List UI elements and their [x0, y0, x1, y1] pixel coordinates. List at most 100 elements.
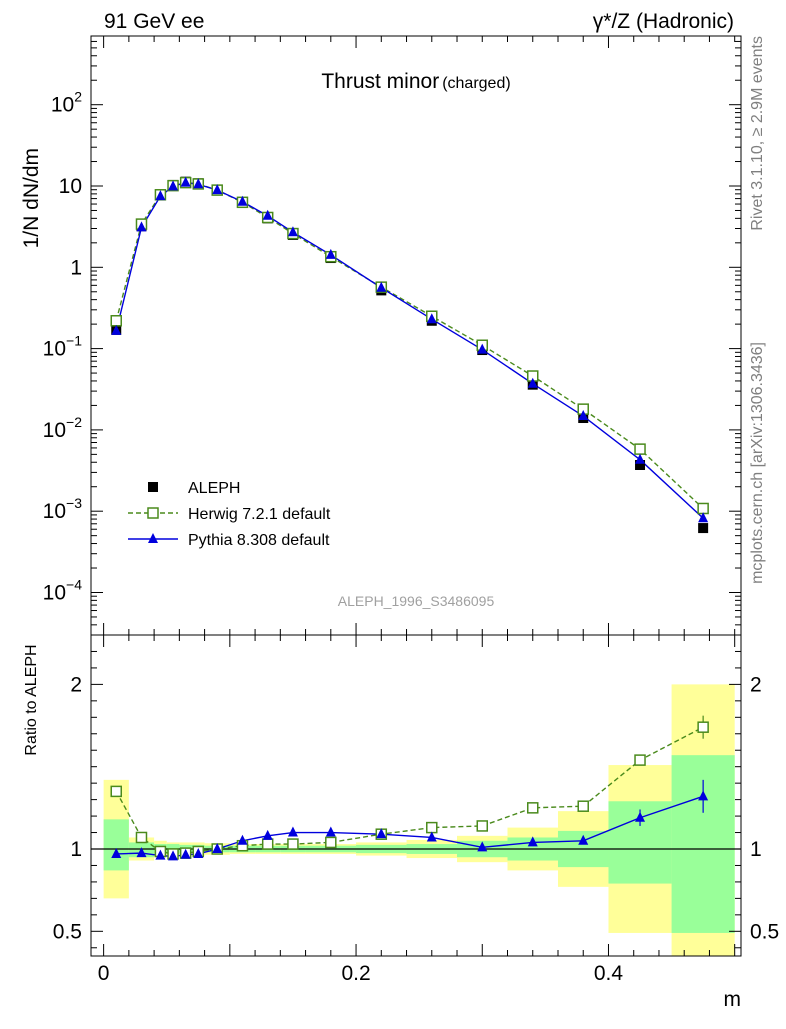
- legend-label: Pythia 8.308 default: [188, 532, 330, 549]
- marker-Herwig 7.2.1 default: [325, 836, 337, 849]
- ratio-y-tick-label-right: 2: [750, 673, 762, 696]
- marker-Pythia 8.308 default: [325, 826, 336, 837]
- x-tick-label: 0.2: [341, 962, 370, 985]
- marker-Pythia 8.308 default: [168, 850, 179, 861]
- y-tick-label-base: 10: [43, 419, 66, 442]
- marker-Pythia 8.308 default: [635, 811, 646, 822]
- marker-Pythia 8.308 default: [477, 841, 488, 852]
- marker-ALEPH: [698, 523, 709, 534]
- y-tick-label: 1: [70, 256, 82, 279]
- marker-Pythia 8.308 default: [578, 834, 589, 845]
- ratio-y-tick-label-left: 2: [70, 673, 82, 696]
- marker-ALEPH: [148, 482, 158, 492]
- ratio-plot-frame: [90, 634, 742, 957]
- y-axis-label-main: 1/N dN/dm: [20, 148, 43, 248]
- legend-label: Herwig 7.2.1 default: [188, 506, 331, 523]
- side-label-rivet: Rivet 3.1.10, ≥ 2.9M events: [749, 36, 766, 231]
- header-left: 91 GeV ee: [104, 10, 204, 33]
- x-axis-label: m: [724, 988, 742, 1011]
- marker-Pythia 8.308 default: [148, 533, 158, 543]
- marker-Herwig 7.2.1 default: [526, 802, 539, 814]
- marker-Pythia 8.308 default: [698, 790, 709, 801]
- marker-Herwig 7.2.1 default: [697, 502, 709, 515]
- marker-Pythia 8.308 default: [180, 176, 191, 187]
- marker-Pythia 8.308 default: [698, 512, 709, 523]
- header-right: γ*/Z (Hadronic): [593, 10, 734, 33]
- marker-Pythia 8.308 default: [237, 195, 248, 206]
- marker-Pythia 8.308 default: [527, 377, 538, 388]
- marker-Pythia 8.308 default: [376, 828, 387, 839]
- marker-Pythia 8.308 default: [635, 453, 646, 464]
- marker-Herwig 7.2.1 default: [110, 785, 122, 798]
- y-tick-label-exponent: −4: [66, 576, 82, 592]
- marker-Herwig 7.2.1 default: [147, 507, 159, 519]
- y-axis-label-ratio: Ratio to ALEPH: [23, 644, 40, 755]
- marker-Herwig 7.2.1 default: [634, 754, 646, 766]
- chart-title-sub: (charged): [442, 75, 510, 92]
- ratio-y-tick-label-right: 1: [750, 838, 762, 861]
- marker-Herwig 7.2.1 default: [426, 821, 438, 834]
- ratio-y-tick-label-left: 0.5: [53, 920, 82, 943]
- marker-Pythia 8.308 default: [155, 190, 166, 201]
- side-label-mcplots: mcplots.cern.ch [arXiv:1306.3436]: [749, 342, 766, 584]
- y-tick-label: 10: [59, 175, 82, 198]
- marker-Pythia 8.308 default: [376, 281, 387, 292]
- ratio-y-tick-label-left: 1: [70, 838, 82, 861]
- ratio-series-line: [115, 726, 704, 855]
- marker-Pythia 8.308 default: [111, 324, 122, 335]
- marker-Pythia 8.308 default: [168, 180, 179, 191]
- marker-Herwig 7.2.1 default: [577, 800, 589, 812]
- chart-title-main: Thrust minor: [321, 70, 439, 93]
- y-tick-label-base: 10: [43, 581, 66, 604]
- y-tick-label-base: 10: [43, 338, 66, 361]
- marker-Pythia 8.308 default: [527, 836, 538, 847]
- y-tick-label-base: 10: [51, 94, 74, 117]
- marker-Herwig 7.2.1 default: [261, 838, 274, 850]
- marker-Pythia 8.308 default: [136, 221, 147, 232]
- ratio-plot: 0.5 0.5 1 1 2 2 0 0.2 0.4: [53, 634, 779, 985]
- marker-Herwig 7.2.1 default: [634, 443, 646, 455]
- marker-Pythia 8.308 default: [136, 847, 147, 858]
- marker-Pythia 8.308 default: [212, 843, 223, 853]
- marker-Herwig 7.2.1 default: [476, 820, 489, 832]
- marker-Pythia 8.308 default: [287, 826, 298, 837]
- marker-Pythia 8.308 default: [262, 209, 273, 220]
- y-tick-label: 102: [51, 89, 82, 117]
- marker-Pythia 8.308 default: [262, 829, 273, 840]
- marker-Pythia 8.308 default: [155, 849, 166, 860]
- marker-Pythia 8.308 default: [287, 226, 298, 237]
- marker-Pythia 8.308 default: [426, 313, 437, 324]
- series-line: [115, 181, 704, 519]
- marker-Herwig 7.2.1 default: [697, 721, 709, 733]
- legend: ALEPH Herwig 7.2.1 default Pythia 8.308 de…: [128, 480, 331, 549]
- legend-label: ALEPH: [188, 480, 240, 497]
- marker-Pythia 8.308 default: [193, 178, 204, 189]
- y-tick-label-exponent: −1: [66, 333, 82, 349]
- series-line: [115, 181, 704, 509]
- y-tick-label: 10−3: [43, 495, 83, 523]
- marker-Pythia 8.308 default: [426, 831, 437, 842]
- analysis-watermark: ALEPH_1996_S3486095: [338, 593, 495, 609]
- uncertainty-band-inner: [103, 819, 129, 871]
- ratio-y-tick-label-right: 0.5: [750, 920, 779, 943]
- marker-Pythia 8.308 default: [578, 410, 589, 421]
- y-tick-label-exponent: 2: [74, 89, 82, 105]
- marker-Herwig 7.2.1 default: [287, 838, 299, 850]
- y-tick-label-exponent: −3: [66, 495, 82, 511]
- marker-Pythia 8.308 default: [193, 847, 204, 858]
- x-tick-label: 0: [98, 962, 110, 985]
- marker-Pythia 8.308 default: [237, 834, 248, 845]
- y-tick-label-exponent: −2: [66, 414, 82, 430]
- marker-Pythia 8.308 default: [212, 184, 223, 195]
- marker-Pythia 8.308 default: [325, 248, 336, 259]
- marker-Pythia 8.308 default: [180, 848, 191, 859]
- chart-title: Thrust minor (charged): [321, 70, 510, 93]
- x-tick-label: 0.4: [594, 962, 624, 985]
- marker-Herwig 7.2.1 default: [110, 315, 122, 327]
- y-tick-label: 10−1: [43, 333, 83, 361]
- y-tick-label-base: 10: [43, 500, 66, 523]
- marker-Pythia 8.308 default: [111, 847, 122, 858]
